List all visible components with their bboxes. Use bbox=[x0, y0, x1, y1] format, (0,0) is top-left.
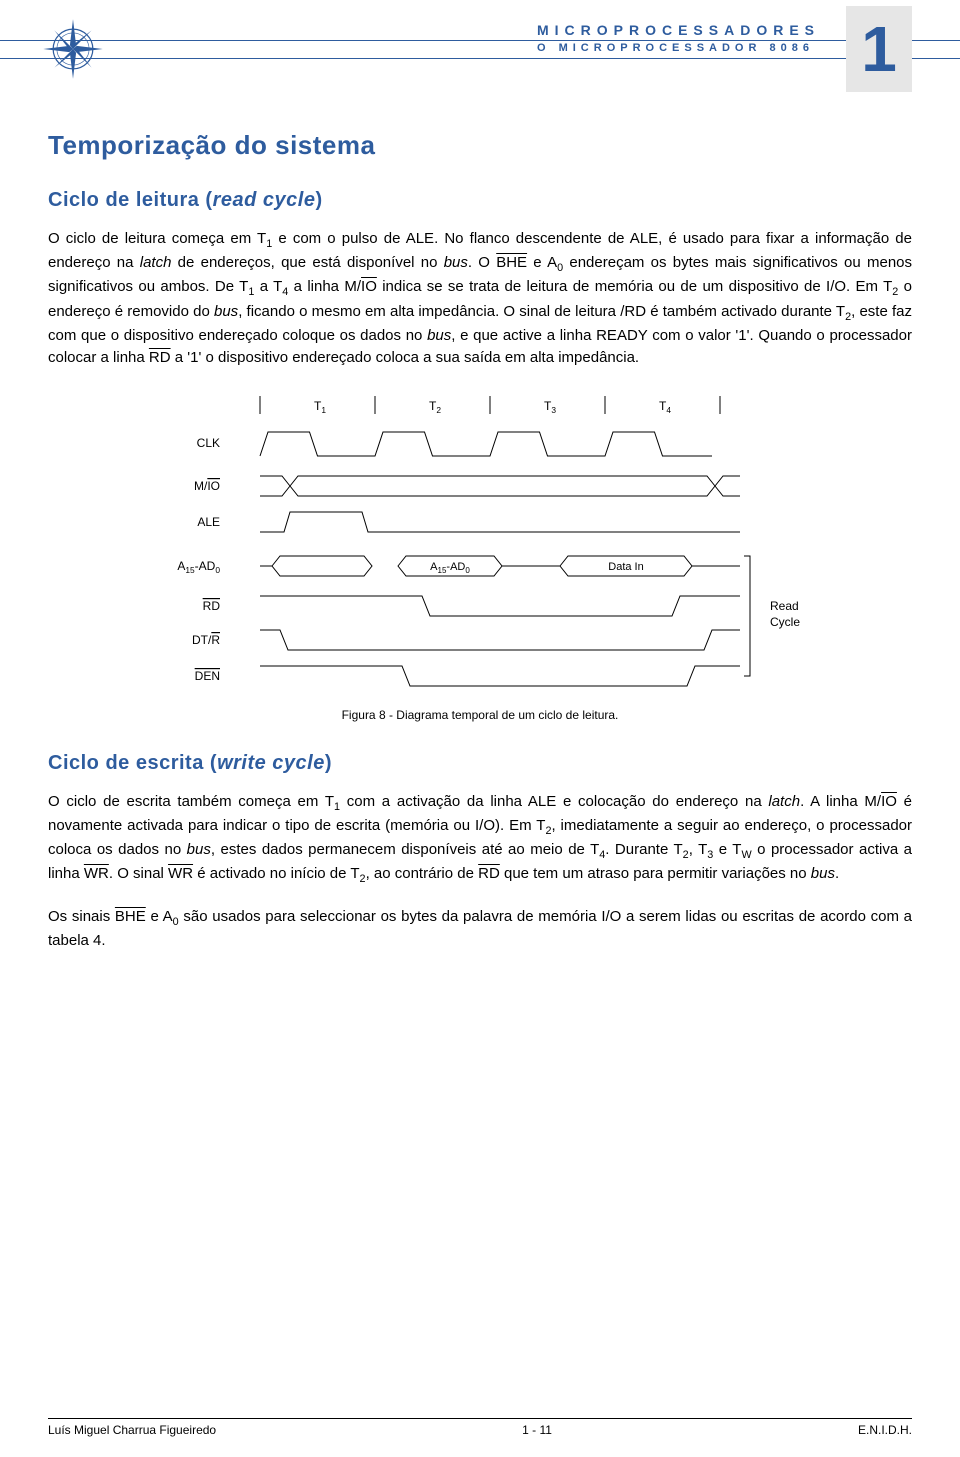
svg-text:DEN: DEN bbox=[195, 669, 220, 683]
write-cycle-paragraph-1: O ciclo de escrita também começa em T1 c… bbox=[48, 791, 912, 888]
read-cycle-heading-text: Ciclo de leitura (read cycle) bbox=[48, 189, 323, 211]
chapter-number-badge: 1 bbox=[846, 6, 912, 92]
svg-text:M/IO: M/IO bbox=[194, 479, 220, 493]
footer-author: Luís Miguel Charrua Figueiredo bbox=[48, 1423, 216, 1437]
write-cycle-paragraph-2: Os sinais BHE e A0 são usados para selec… bbox=[48, 906, 912, 953]
svg-text:T1: T1 bbox=[314, 399, 326, 415]
footer-institution: E.N.I.D.H. bbox=[858, 1423, 912, 1437]
svg-text:A15-AD0: A15-AD0 bbox=[430, 561, 470, 575]
write-cycle-heading-text: Ciclo de escrita (write cycle) bbox=[48, 752, 332, 774]
compass-logo bbox=[42, 18, 104, 80]
figure-caption: Figura 8 - Diagrama temporal de um ciclo… bbox=[48, 708, 912, 722]
svg-text:CLK: CLK bbox=[197, 436, 220, 450]
read-cycle-heading: Ciclo de leitura (read cycle) bbox=[48, 189, 912, 212]
section-title: Temporização do sistema bbox=[48, 130, 912, 161]
header-titles: MICROPROCESSADORES O MICROPROCESSADOR 80… bbox=[537, 22, 820, 54]
timing-diagram-wrap: T1 T2 T3 T4 CLK M/IO ALE A15-AD0 RD DT/R DEN A15-AD… bbox=[48, 388, 912, 698]
svg-text:Cycle: Cycle bbox=[770, 615, 800, 629]
header-title-sub: O MICROPROCESSADOR 8086 bbox=[537, 42, 820, 54]
svg-text:DT/R: DT/R bbox=[192, 633, 220, 647]
svg-text:Read: Read bbox=[770, 599, 799, 613]
svg-text:Data In: Data In bbox=[608, 561, 643, 573]
page-content: Temporização do sistema Ciclo de leitura… bbox=[0, 130, 960, 952]
header-title-main: MICROPROCESSADORES bbox=[537, 22, 820, 38]
page-header: MICROPROCESSADORES O MICROPROCESSADOR 80… bbox=[0, 0, 960, 100]
write-cycle-heading: Ciclo de escrita (write cycle) bbox=[48, 752, 912, 775]
footer-page-number: 1 - 11 bbox=[522, 1423, 552, 1437]
svg-text:RD: RD bbox=[203, 599, 221, 613]
header-rule-bottom bbox=[0, 58, 960, 59]
timing-diagram: T1 T2 T3 T4 CLK M/IO ALE A15-AD0 RD DT/R DEN A15-AD… bbox=[130, 388, 830, 698]
svg-text:T2: T2 bbox=[429, 399, 441, 415]
svg-text:T4: T4 bbox=[659, 399, 671, 415]
page-footer: Luís Miguel Charrua Figueiredo 1 - 11 E.… bbox=[48, 1418, 912, 1437]
read-cycle-paragraph: O ciclo de leitura começa em T1 e com o … bbox=[48, 228, 912, 370]
svg-text:T3: T3 bbox=[544, 399, 556, 415]
svg-text:ALE: ALE bbox=[197, 515, 220, 529]
svg-text:A15-AD0: A15-AD0 bbox=[177, 559, 220, 575]
